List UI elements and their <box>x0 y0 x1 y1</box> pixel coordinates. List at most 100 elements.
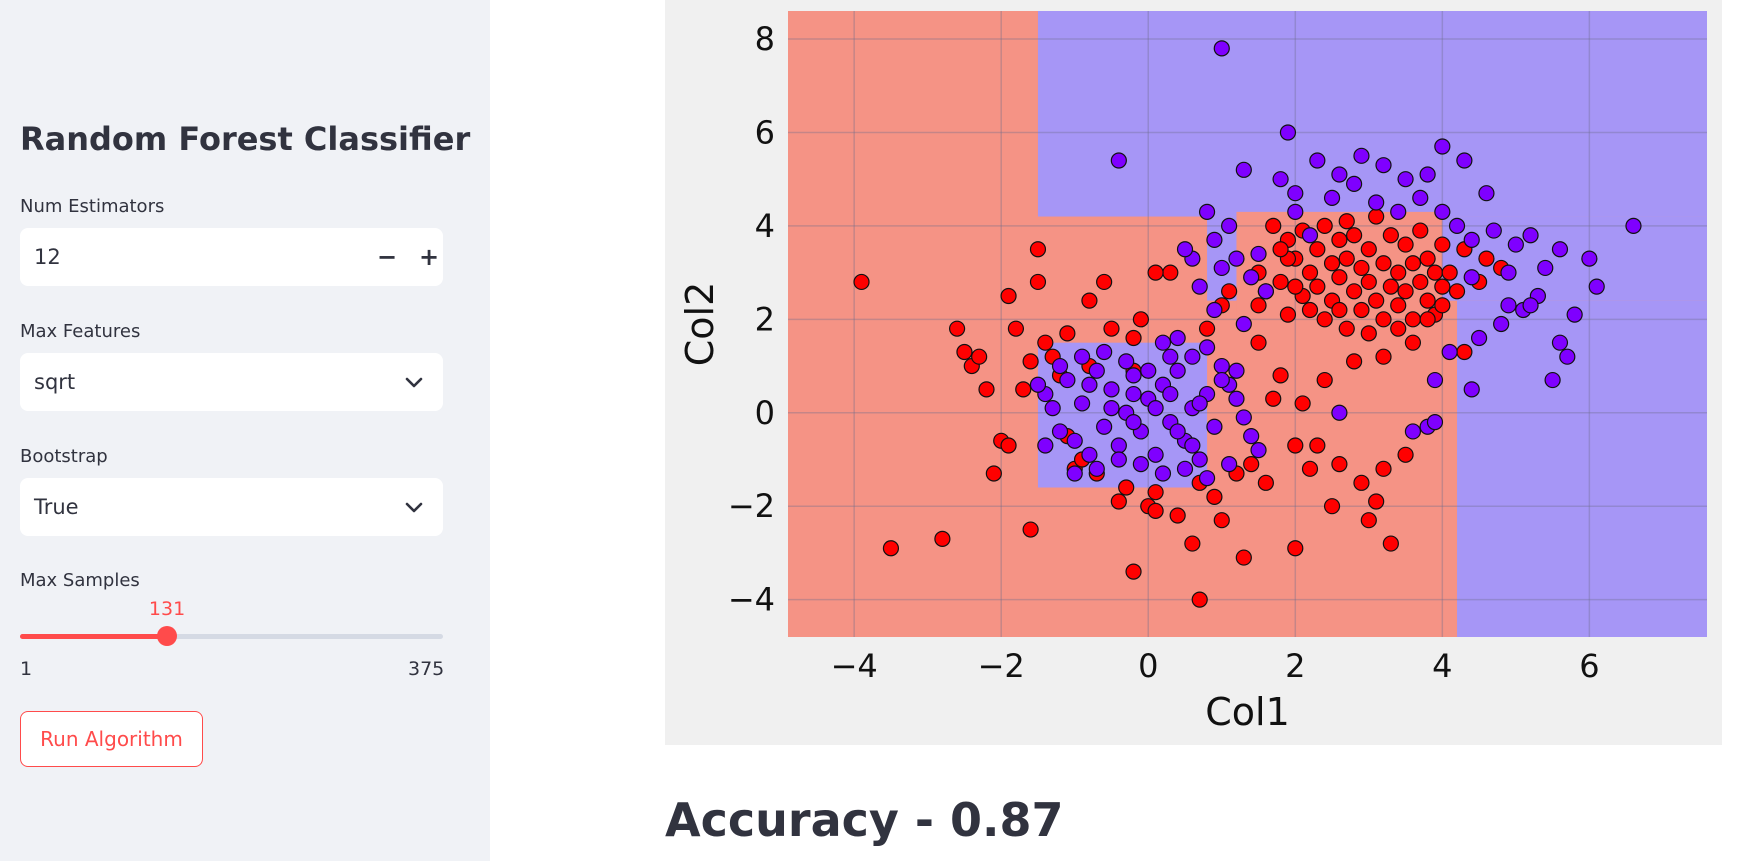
data-point <box>1228 390 1245 407</box>
data-point <box>1522 227 1539 244</box>
sidebar: Random Forest Classifier Num Estimators … <box>0 0 490 861</box>
data-point <box>1162 385 1179 403</box>
data-point <box>1434 297 1451 314</box>
data-point <box>1250 297 1267 314</box>
data-point <box>1243 269 1260 286</box>
data-point <box>1338 250 1355 267</box>
data-point <box>1353 301 1370 319</box>
data-point <box>1287 203 1304 220</box>
decision-region <box>1457 300 1707 637</box>
data-point <box>1110 493 1127 510</box>
data-point <box>1353 259 1370 277</box>
increment-button[interactable]: + <box>418 243 440 271</box>
x-tick-label: 6 <box>1579 647 1599 685</box>
data-point <box>1309 152 1326 169</box>
data-point <box>1191 451 1208 468</box>
data-point <box>956 343 973 361</box>
data-point <box>1368 208 1385 225</box>
data-point <box>1191 278 1208 295</box>
data-point <box>1221 217 1238 234</box>
slider-thumb[interactable] <box>157 626 178 646</box>
data-point <box>1213 512 1230 529</box>
data-point <box>1331 301 1348 319</box>
data-point <box>1625 217 1642 234</box>
data-point <box>1426 371 1444 389</box>
data-point <box>1022 353 1039 370</box>
data-point <box>1096 343 1113 361</box>
data-point <box>1434 278 1451 295</box>
data-point <box>1346 175 1363 192</box>
num-estimators-field[interactable]: 12 − + <box>20 228 443 286</box>
data-point <box>1228 250 1245 267</box>
bootstrap-value: True <box>34 495 79 519</box>
data-point <box>1390 264 1407 281</box>
y-tick-label: 0 <box>755 394 775 432</box>
x-tick-label: −4 <box>831 647 878 685</box>
data-point <box>1434 236 1451 253</box>
slider-fill <box>20 634 168 639</box>
data-point <box>1206 231 1223 249</box>
data-point <box>1213 357 1230 375</box>
decision-region <box>1037 11 1707 217</box>
data-point <box>1081 376 1098 393</box>
data-point <box>1434 138 1451 155</box>
data-point <box>1132 311 1149 328</box>
data-point <box>1316 311 1333 328</box>
data-point <box>1382 535 1399 552</box>
run-algorithm-button[interactable]: Run Algorithm <box>20 711 203 767</box>
data-point <box>1221 456 1238 473</box>
data-point <box>1331 231 1348 249</box>
y-tick-label: −4 <box>728 581 775 619</box>
data-point <box>1456 343 1473 361</box>
data-point <box>1419 292 1436 309</box>
max-features-select[interactable]: sqrt <box>20 353 443 411</box>
sidebar-title: Random Forest Classifier <box>20 120 471 158</box>
data-point <box>1198 320 1216 337</box>
data-point <box>1426 264 1444 281</box>
data-point <box>1147 446 1164 463</box>
data-point <box>1176 241 1194 258</box>
data-point <box>1537 259 1554 277</box>
decrement-button[interactable]: − <box>376 243 398 271</box>
data-point <box>1096 273 1113 291</box>
max-samples-label: Max Samples <box>20 570 140 591</box>
data-point <box>1110 451 1127 468</box>
data-point <box>1390 297 1407 314</box>
axis-ticks: −4 −2 0 2 4 6 −4 −2 0 2 4 6 8 <box>728 20 1600 685</box>
data-point <box>1250 334 1267 351</box>
max-samples-slider[interactable] <box>20 626 443 646</box>
x-tick-label: 2 <box>1285 647 1305 685</box>
data-point <box>1206 418 1223 435</box>
data-point <box>1250 442 1267 459</box>
data-point <box>1456 152 1473 169</box>
data-point <box>1198 339 1216 356</box>
data-point <box>1265 217 1282 234</box>
data-point <box>1213 259 1230 277</box>
data-point <box>1500 297 1517 314</box>
data-point <box>1051 357 1069 375</box>
data-point <box>1368 194 1385 211</box>
data-point <box>1272 241 1289 258</box>
data-point <box>1044 399 1061 417</box>
bootstrap-select[interactable]: True <box>20 478 443 536</box>
data-point <box>1015 381 1032 398</box>
data-point <box>1331 456 1348 473</box>
data-point <box>1059 371 1076 389</box>
data-point <box>1162 348 1179 365</box>
data-point <box>1470 329 1488 347</box>
data-point <box>1478 250 1495 267</box>
data-point <box>1059 325 1076 342</box>
num-estimators-value[interactable]: 12 <box>34 245 61 269</box>
data-point <box>1029 241 1047 258</box>
data-point <box>1235 409 1252 426</box>
data-point <box>1375 311 1392 328</box>
data-point <box>1103 320 1120 337</box>
data-point <box>1235 549 1252 566</box>
data-point <box>1147 484 1164 501</box>
data-point <box>1154 465 1172 482</box>
y-tick-label: −2 <box>728 487 775 525</box>
data-point <box>1404 255 1422 272</box>
slider-value: 131 <box>148 598 186 620</box>
data-point <box>1154 334 1172 351</box>
data-point <box>1397 446 1414 463</box>
